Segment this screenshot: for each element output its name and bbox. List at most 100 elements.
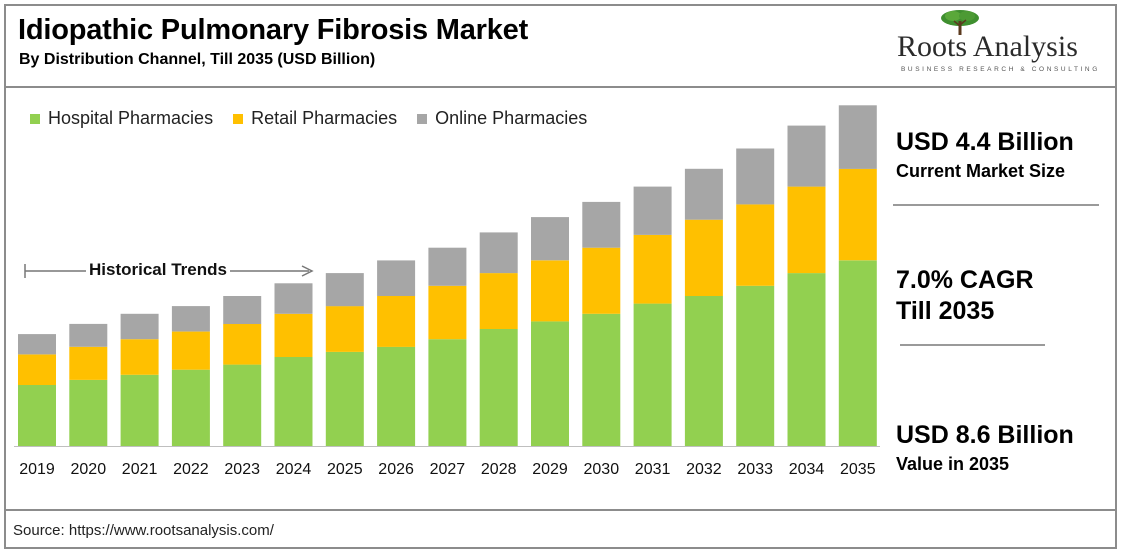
- bar-online-2025: [325, 273, 364, 307]
- bar-retail-2034: [787, 186, 826, 274]
- x-tick-label-2021: 2021: [122, 461, 158, 478]
- bar-retail-2033: [736, 204, 775, 286]
- bar-hospital-2034: [787, 273, 826, 446]
- bar-hospital-2021: [120, 374, 159, 446]
- bar-retail-2025: [325, 306, 364, 352]
- roots-analysis-logo: Roots Analysis BUSINESS RESEARCH & CONSU…: [893, 8, 1103, 78]
- x-tick-label-2031: 2031: [635, 461, 671, 478]
- x-tick-label-2027: 2027: [430, 461, 466, 478]
- bar-retail-2020: [69, 346, 108, 380]
- x-tick-label-2022: 2022: [173, 461, 209, 478]
- bar-online-2022: [171, 306, 210, 332]
- bar-online-2019: [18, 334, 56, 355]
- bar-retail-2019: [18, 354, 56, 385]
- chart-frame: [4, 4, 1117, 549]
- header-divider: [4, 86, 1117, 88]
- x-tick-label-2028: 2028: [481, 461, 517, 478]
- bar-online-2026: [377, 260, 416, 296]
- bar-hospital-2026: [377, 346, 416, 446]
- bar-retail-2026: [377, 296, 416, 347]
- bar-hospital-2023: [223, 364, 262, 446]
- bar-retail-2035: [838, 168, 877, 261]
- x-tick-label-2034: 2034: [789, 461, 825, 478]
- stat-cagr-value: 7.0% CAGR: [896, 266, 1034, 294]
- chart-subtitle: By Distribution Channel, Till 2035 (USD …: [19, 51, 376, 68]
- bar-online-2028: [479, 232, 518, 274]
- legend-label-online: Online Pharmacies: [435, 108, 588, 128]
- bar-retail-2022: [171, 331, 210, 370]
- bar-online-2033: [736, 148, 775, 205]
- stat-cagr: 7.0% CAGR Till 2035: [896, 266, 1034, 326]
- bar-chart: 2019 2020 2021 2022 2023 2024 2025 2026 2027 2028…: [14, 105, 880, 478]
- bar-online-2024: [274, 283, 313, 314]
- chart-title: Idiopathic Pulmonary Fibrosis Market: [18, 14, 529, 46]
- bar-hospital-2031: [633, 303, 672, 446]
- x-tick-label-2026: 2026: [378, 461, 414, 478]
- bar-hospital-2028: [479, 329, 518, 446]
- x-tick-label-2023: 2023: [224, 461, 260, 478]
- stat-divider-1: [893, 204, 1099, 206]
- bar-online-2023: [223, 296, 262, 324]
- legend-swatch-online: [417, 113, 428, 124]
- stat-future-value: USD 8.6 Billion: [896, 421, 1074, 449]
- footer-divider: [4, 509, 1117, 511]
- logo-tagline: BUSINESS RESEARCH & CONSULTING: [901, 66, 1100, 73]
- bar-online-2032: [684, 168, 723, 220]
- historical-trends-label: Historical Trends: [86, 260, 230, 280]
- bar-hospital-2020: [69, 379, 108, 446]
- tree-logo-icon: [941, 10, 979, 35]
- bar-hospital-2030: [582, 313, 621, 446]
- bar-hospital-2035: [838, 260, 877, 446]
- bar-hospital-2033: [736, 285, 775, 446]
- bar-hospital-2027: [428, 339, 467, 446]
- bar-online-2020: [69, 323, 108, 347]
- bar-retail-2030: [582, 247, 621, 314]
- chart-legend: Hospital Pharmacies Retail Pharmacies On…: [30, 108, 587, 129]
- x-tick-label-2033: 2033: [737, 461, 773, 478]
- bar-hospital-2022: [171, 369, 210, 446]
- legend-label-hospital: Hospital Pharmacies: [48, 108, 214, 128]
- x-tick-label-2025: 2025: [327, 461, 363, 478]
- bar-retail-2028: [479, 273, 518, 329]
- historical-trends-annotation: Historical Trends: [24, 260, 314, 282]
- bar-retail-2024: [274, 313, 313, 357]
- stat-current-value: USD 4.4 Billion: [896, 128, 1074, 156]
- legend-swatch-retail: [233, 113, 244, 124]
- bar-hospital-2029: [531, 321, 569, 446]
- x-tick-label-2020: 2020: [71, 461, 107, 478]
- source-note: Source: https://www.rootsanalysis.com/: [13, 522, 274, 539]
- bar-online-2031: [633, 186, 672, 235]
- legend-label-retail: Retail Pharmacies: [251, 108, 398, 128]
- bar-online-2027: [428, 247, 467, 286]
- bar-retail-2032: [684, 219, 723, 296]
- x-tick-label-2030: 2030: [584, 461, 620, 478]
- x-tick-label-2019: 2019: [19, 461, 55, 478]
- bar-online-2034: [787, 125, 826, 187]
- legend-item-hospital: Hospital Pharmacies: [30, 108, 213, 129]
- legend-swatch-hospital: [30, 113, 40, 124]
- bar-online-2029: [531, 217, 569, 261]
- stat-divider-2: [900, 344, 1045, 346]
- bar-online-2035: [838, 105, 877, 169]
- legend-item-retail: Retail Pharmacies: [233, 108, 397, 129]
- logo-name: Roots Analysis: [897, 30, 1078, 63]
- stat-cagr-label: Till 2035: [896, 297, 995, 325]
- bar-retail-2023: [223, 323, 262, 365]
- bar-retail-2021: [120, 339, 159, 375]
- x-tick-label-2024: 2024: [276, 461, 312, 478]
- bar-hospital-2025: [325, 351, 364, 446]
- x-tick-label-2029: 2029: [532, 461, 568, 478]
- stat-current-label: Current Market Size: [896, 161, 1066, 181]
- bar-online-2030: [582, 201, 621, 248]
- stat-current: USD 4.4 Billion Current Market Size: [896, 128, 1074, 182]
- x-tick-label-2032: 2032: [686, 461, 722, 478]
- bar-hospital-2019: [18, 385, 56, 446]
- legend-item-online: Online Pharmacies: [417, 108, 587, 129]
- bar-retail-2029: [531, 260, 569, 322]
- stat-future: USD 8.6 Billion Value in 2035: [896, 421, 1074, 475]
- bar-online-2021: [120, 313, 159, 340]
- bar-retail-2031: [633, 234, 672, 304]
- bar-hospital-2032: [684, 296, 723, 446]
- x-tick-label-2035: 2035: [840, 461, 876, 478]
- bar-hospital-2024: [274, 357, 313, 446]
